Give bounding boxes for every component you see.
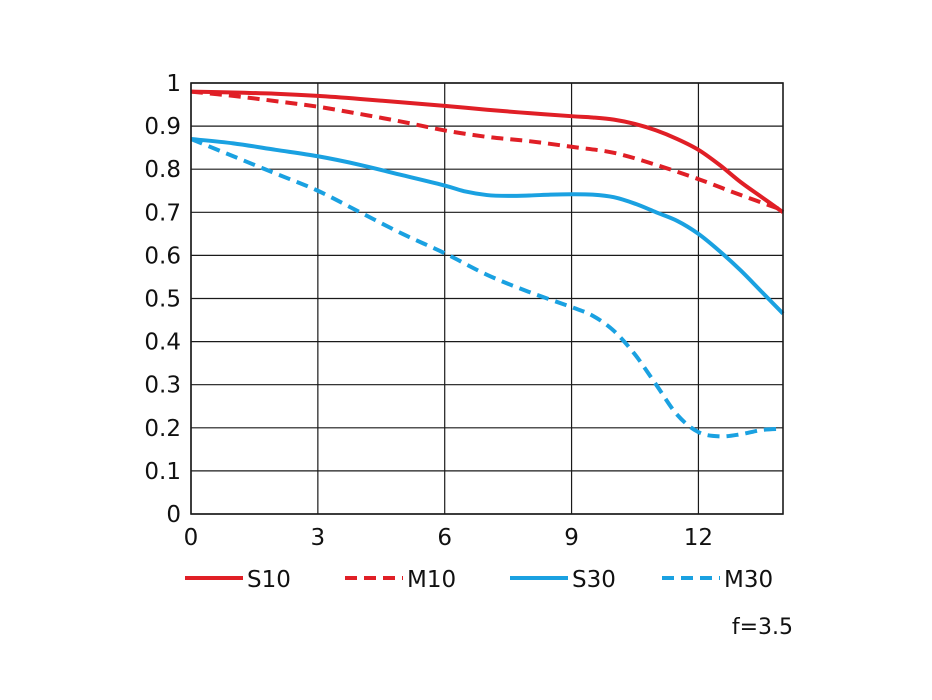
x-tick-label: 3: [311, 525, 326, 551]
legend-item-m30: M30: [662, 567, 773, 593]
y-tick-label: 0.2: [144, 416, 181, 442]
y-tick-label: 1: [166, 71, 181, 97]
y-tick-label: 0.4: [144, 330, 181, 356]
y-tick-label: 0: [166, 502, 181, 528]
y-tick-label: 0.3: [144, 373, 181, 399]
x-tick-label: 9: [564, 525, 579, 551]
legend-item-s30: S30: [510, 567, 616, 593]
y-tick-label: 0.5: [144, 287, 181, 313]
x-tick-labels: 0 3 6 9 12: [184, 525, 713, 551]
series-line-m10: [190, 89, 784, 213]
series-line-m30: [190, 137, 784, 439]
legend-label: S30: [572, 567, 616, 593]
legend-item-s10: S10: [185, 567, 291, 593]
legend-label: M30: [724, 567, 773, 593]
series-line-s10: [190, 89, 785, 214]
x-tick-label: 12: [684, 525, 713, 551]
y-tick-label: 0.8: [144, 157, 181, 183]
plot-frame: [190, 82, 784, 515]
legend-label: S10: [247, 567, 291, 593]
aperture-note: f=3.5: [732, 615, 793, 640]
legend-label: M10: [407, 567, 456, 593]
y-tick-label: 0.9: [144, 114, 181, 140]
legend-item-m10: M10: [345, 567, 456, 593]
x-tick-label: 6: [437, 525, 452, 551]
series-lines: [190, 89, 785, 439]
y-tick-labels: 0 0.1 0.2 0.3 0.4 0.5 0.6 0.7 0.8 0.9 1: [144, 71, 181, 528]
y-tick-label: 0.1: [144, 459, 181, 485]
x-tick-label: 0: [184, 525, 199, 551]
plot-border: [190, 82, 784, 515]
y-tick-label: 0.7: [144, 200, 181, 226]
y-tick-label: 0.6: [144, 243, 181, 269]
legend: S10 M10 S30 M30: [185, 567, 773, 593]
series-line-s30: [190, 137, 785, 315]
